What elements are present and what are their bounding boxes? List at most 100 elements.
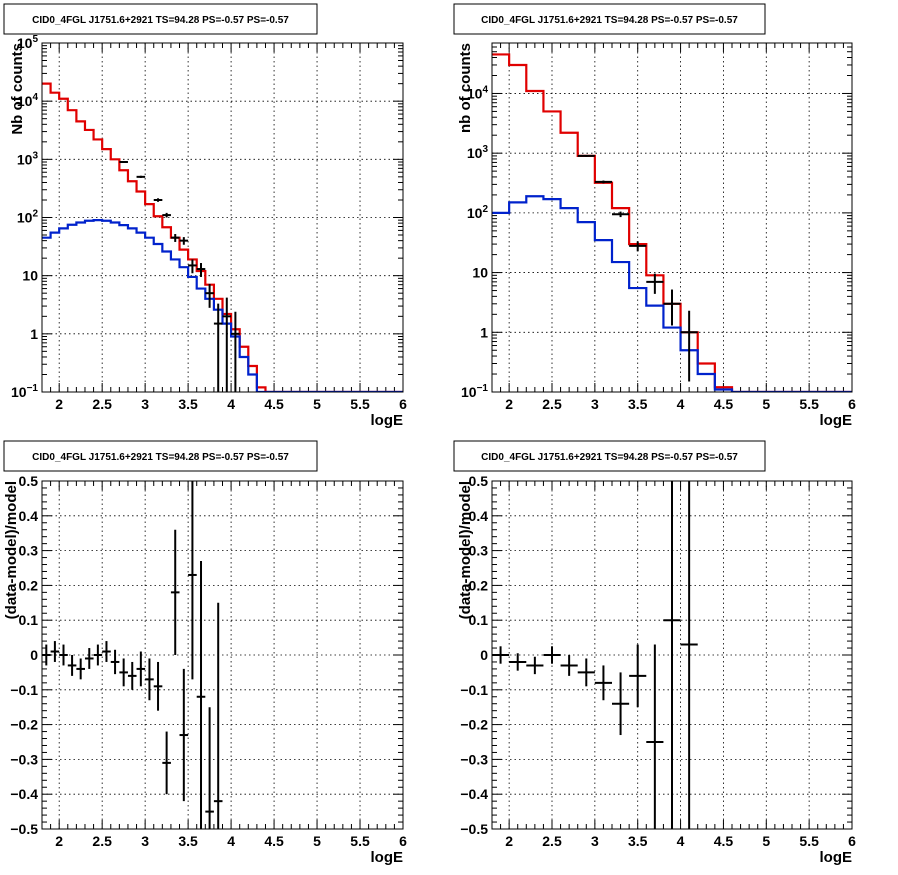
y-tick-label: −0.3 xyxy=(460,751,488,767)
y-tick-label: −0.2 xyxy=(460,717,488,733)
data-point xyxy=(76,658,85,680)
x-tick-label: 2 xyxy=(505,833,513,849)
data-point xyxy=(119,160,128,163)
x-tick-label: 5 xyxy=(313,396,321,412)
data-point xyxy=(612,672,630,736)
plot-frame xyxy=(491,480,853,830)
y-tick-label: 1 xyxy=(480,324,488,340)
y-axis-label: Nb of counts xyxy=(9,43,26,135)
series-data-points xyxy=(119,160,240,392)
data-point xyxy=(612,211,630,218)
y-tick-label: 105 xyxy=(17,34,39,51)
x-axis-label: logE xyxy=(820,412,853,429)
chart-title: CID0_4FGL J1751.6+2921 TS=94.28 PS=-0.57… xyxy=(32,15,289,26)
x-tick-label: 2.5 xyxy=(92,833,112,849)
data-point xyxy=(162,731,171,795)
y-tick-label-exponent: −1 xyxy=(477,383,489,394)
data-point xyxy=(680,310,698,382)
x-tick-label: 3 xyxy=(591,833,599,849)
x-tick-label: 6 xyxy=(848,396,856,412)
x-tick-label: 4.5 xyxy=(714,833,734,849)
y-tick-label: 0.4 xyxy=(19,508,39,524)
plot-area xyxy=(492,481,698,829)
x-tick-label: 3 xyxy=(141,833,149,849)
data-point xyxy=(560,655,578,676)
x-tick-label: 3 xyxy=(591,396,599,412)
y-tick-label: 0.4 xyxy=(469,508,489,524)
y-tick-label: −0.5 xyxy=(460,821,488,837)
plot-frame xyxy=(41,42,404,393)
data-point xyxy=(127,661,137,690)
y-tick-label-base: 10 xyxy=(467,205,483,221)
y-tick-label: 104 xyxy=(467,84,489,101)
y-tick-label: −0.4 xyxy=(460,786,488,802)
data-point xyxy=(59,644,68,666)
y-tick-label: 0.1 xyxy=(469,612,489,628)
chart-title: CID0_4FGL J1751.6+2921 TS=94.28 PS=-0.57… xyxy=(481,15,738,26)
x-tick-label: 6 xyxy=(399,396,407,412)
x-tick-label: 5.5 xyxy=(350,396,370,412)
data-point xyxy=(136,651,146,687)
y-tick-label: 102 xyxy=(467,204,489,221)
y-tick-label: 0 xyxy=(30,647,38,663)
x-tick-label: 5 xyxy=(762,396,770,412)
x-tick-label: 4.5 xyxy=(714,396,734,412)
chart-title-box xyxy=(453,440,766,472)
y-tick-label: 0.2 xyxy=(19,577,39,593)
plot-area xyxy=(42,82,403,392)
chart-title-box xyxy=(453,3,766,35)
data-point xyxy=(42,644,51,666)
data-point xyxy=(170,234,180,242)
data-point xyxy=(102,641,111,662)
y-tick-label: 0.5 xyxy=(469,473,489,489)
y-tick-label-base: 10 xyxy=(17,93,33,109)
data-point xyxy=(222,297,232,392)
y-tick-label: 104 xyxy=(17,92,39,109)
chart-title-box xyxy=(3,440,318,472)
data-point xyxy=(93,644,103,666)
y-axis-label: nb of counts xyxy=(457,43,474,133)
data-point xyxy=(110,649,120,675)
x-tick-label: 2.5 xyxy=(92,396,112,412)
x-tick-label: 4 xyxy=(227,396,235,412)
y-tick-label: −0.2 xyxy=(10,717,38,733)
y-tick-label: −0.5 xyxy=(10,821,38,837)
series-step-line-1 xyxy=(492,53,852,392)
y-tick-label: 1 xyxy=(30,326,38,342)
y-tick-label-exponent: 3 xyxy=(482,144,488,155)
data-point xyxy=(680,481,698,829)
x-tick-label: 5 xyxy=(762,833,770,849)
x-tick-label: 6 xyxy=(399,833,407,849)
chart-title: CID0_4FGL J1751.6+2921 TS=94.28 PS=-0.57… xyxy=(481,452,738,463)
data-point xyxy=(231,311,240,392)
y-tick-label: −0.3 xyxy=(10,751,38,767)
chart-panel-3: CID0_4FGL J1751.6+2921 TS=94.28 PS=-0.57… xyxy=(3,440,407,866)
data-point xyxy=(205,707,214,829)
chart-panel-1: CID0_4FGL J1751.6+2921 TS=94.28 PS=-0.57… xyxy=(3,3,407,429)
x-tick-label: 6 xyxy=(848,833,856,849)
y-tick-label: −0.1 xyxy=(10,682,38,698)
y-tick-label-exponent: 5 xyxy=(32,34,38,45)
y-tick-label-base: 10 xyxy=(467,145,483,161)
data-point xyxy=(188,259,197,274)
x-tick-label: 5 xyxy=(313,833,321,849)
y-tick-label-base: 10 xyxy=(472,265,488,281)
x-tick-label: 2 xyxy=(55,833,63,849)
data-point xyxy=(136,175,146,178)
plot-frame xyxy=(491,42,853,393)
data-point xyxy=(646,644,664,829)
data-point xyxy=(543,646,561,664)
x-tick-label: 3 xyxy=(141,396,149,412)
data-point xyxy=(84,648,94,669)
data-point xyxy=(594,180,612,184)
y-tick-label-base: 10 xyxy=(22,268,38,284)
y-tick-label: 0.3 xyxy=(469,543,489,559)
y-tick-label: 10−1 xyxy=(11,383,38,400)
data-point xyxy=(196,561,206,829)
axis-ticks xyxy=(41,480,404,830)
series-data-points xyxy=(492,481,698,829)
data-point xyxy=(119,658,128,687)
y-tick-label: 0.3 xyxy=(19,543,39,559)
x-tick-label: 3.5 xyxy=(178,833,198,849)
axis-ticks xyxy=(491,42,853,393)
